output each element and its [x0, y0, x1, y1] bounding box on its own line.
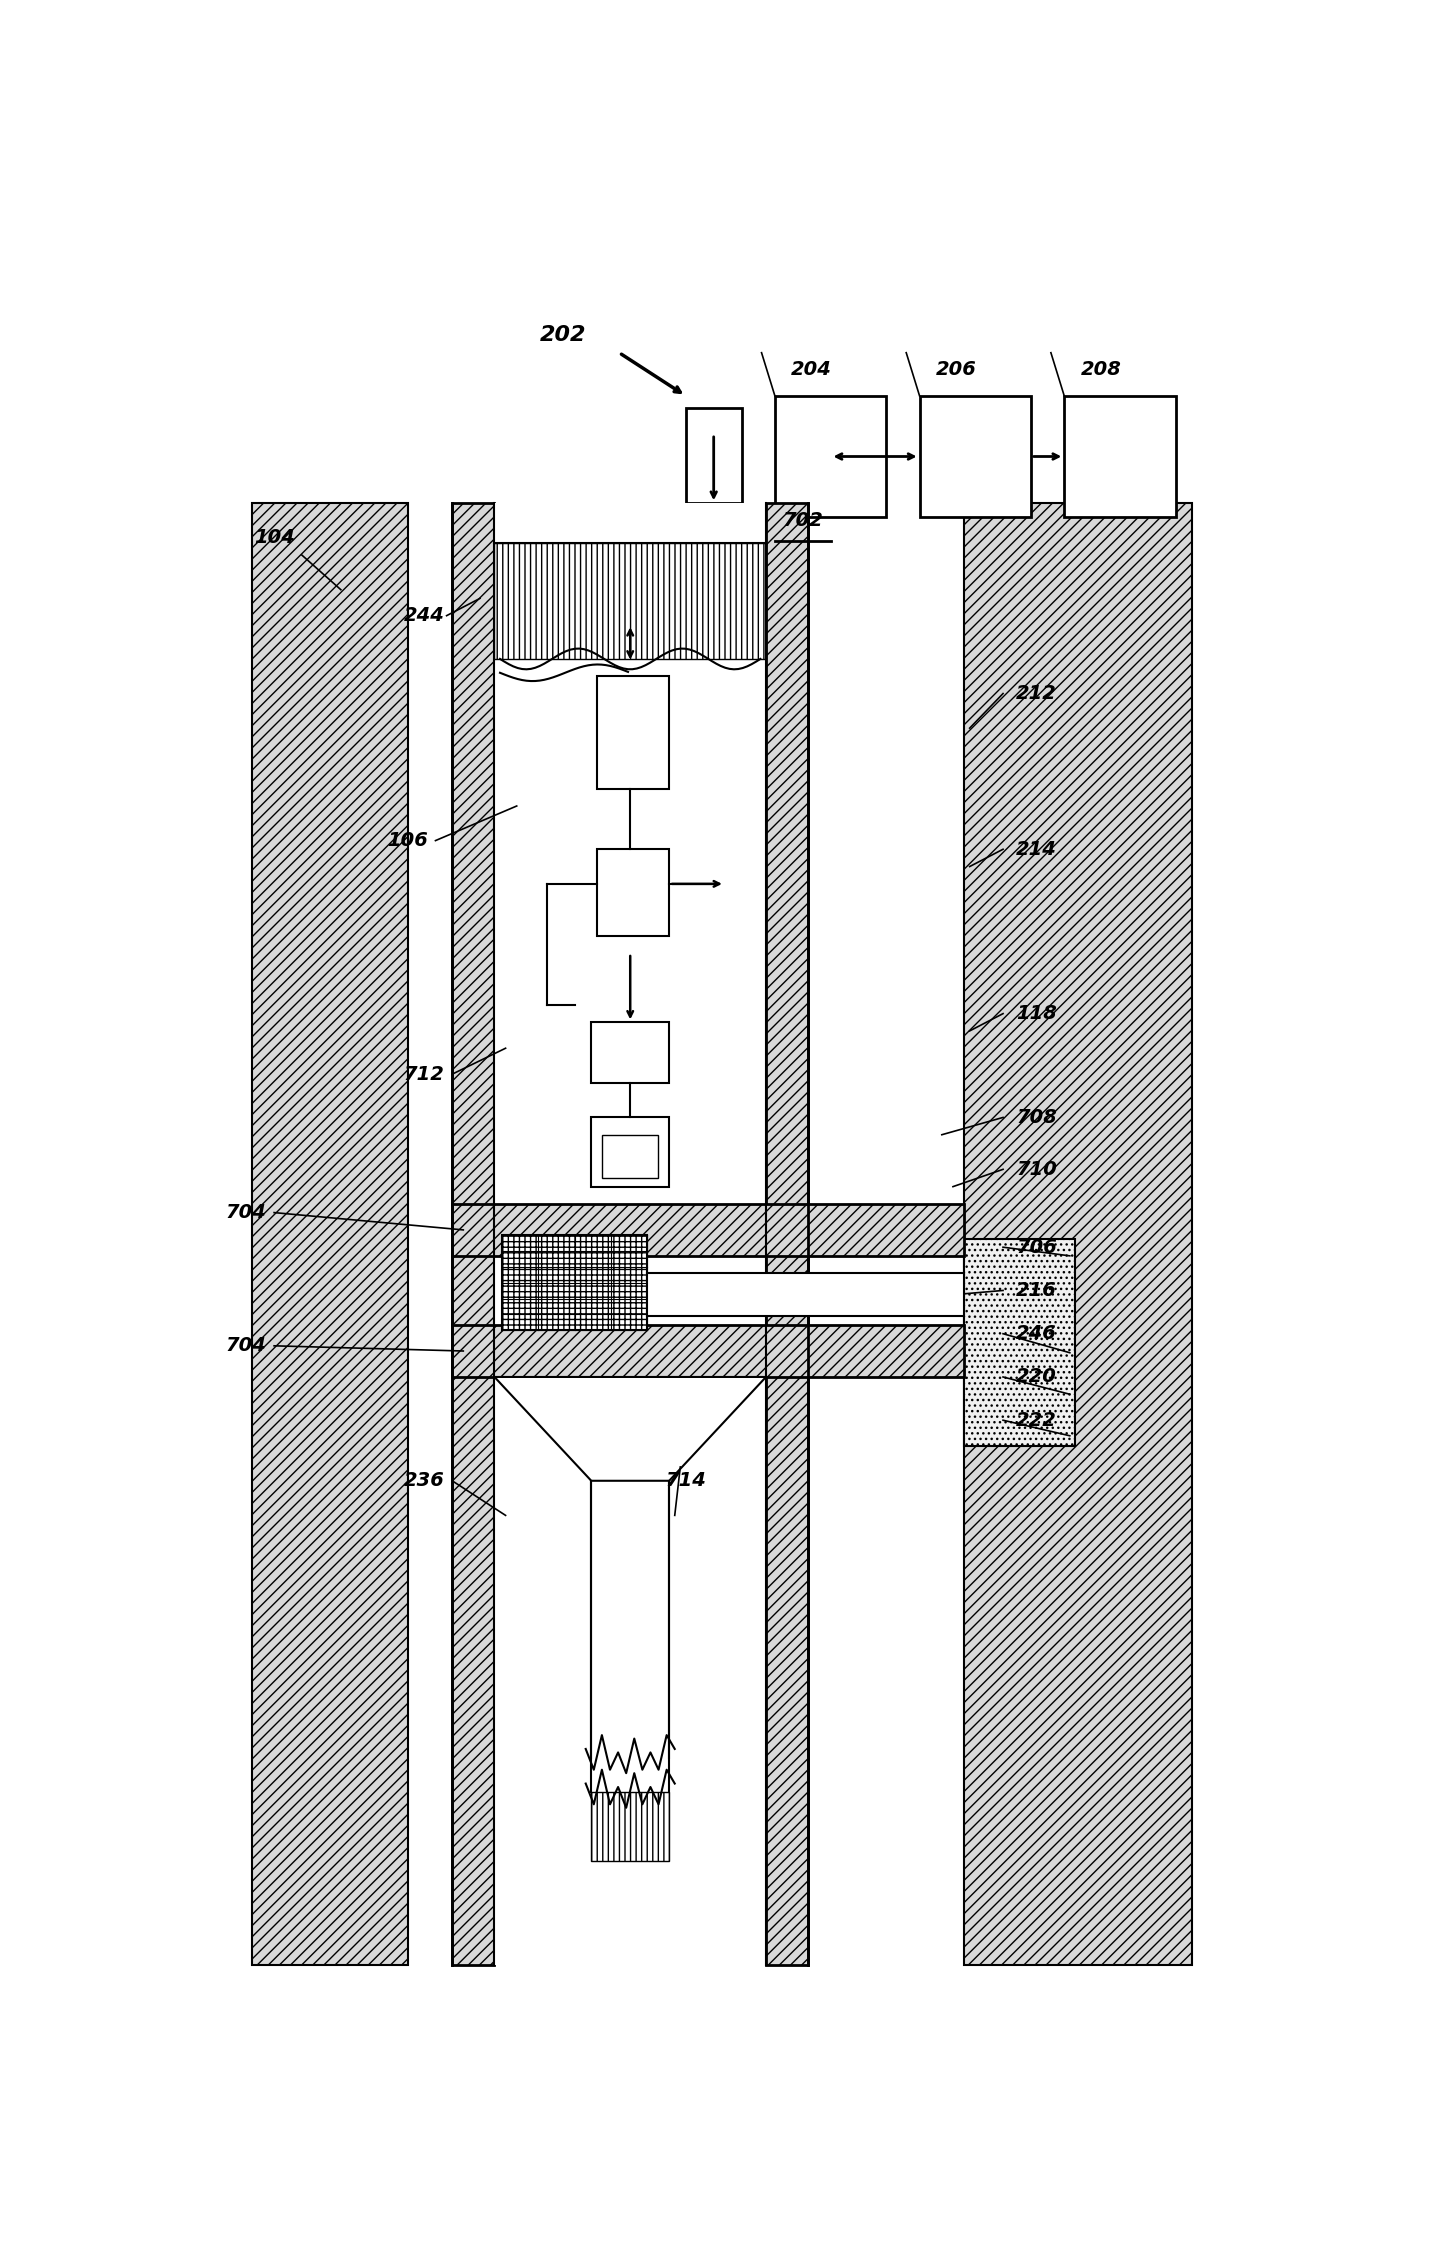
Text: 704: 704 [225, 1202, 267, 1222]
Text: 244: 244 [404, 607, 445, 625]
Bar [775, 395, 886, 517]
Bar [452, 1326, 964, 1377]
Bar [1064, 395, 1176, 517]
Text: 216: 216 [1017, 1281, 1057, 1301]
Bar [452, 1204, 964, 1256]
Text: 208: 208 [1080, 360, 1122, 380]
Text: 704: 704 [225, 1337, 267, 1355]
Text: 204: 204 [791, 360, 831, 380]
Text: 212: 212 [1017, 683, 1057, 703]
Bar [251, 503, 408, 1966]
Text: 214: 214 [1017, 840, 1057, 858]
Text: 710: 710 [1017, 1159, 1057, 1180]
Text: 104: 104 [254, 528, 294, 548]
Text: 222: 222 [1017, 1411, 1057, 1429]
Bar [592, 1022, 669, 1083]
Text: 206: 206 [936, 360, 976, 380]
Bar [919, 395, 1031, 517]
Bar [494, 544, 765, 658]
Bar [592, 1793, 669, 1861]
Bar [597, 676, 669, 789]
Bar [503, 1236, 646, 1330]
Bar [452, 503, 494, 1966]
Text: 712: 712 [404, 1065, 445, 1083]
Bar [603, 1135, 658, 1177]
Text: 220: 220 [1017, 1368, 1057, 1386]
Text: 236: 236 [404, 1472, 445, 1490]
Bar [646, 1274, 964, 1317]
Bar [964, 503, 1192, 1966]
Text: 246: 246 [1017, 1323, 1057, 1344]
Text: 714: 714 [665, 1472, 707, 1490]
Bar [964, 1238, 1076, 1447]
Bar [765, 503, 808, 1966]
Polygon shape [494, 1377, 765, 1481]
Text: 202: 202 [540, 326, 587, 346]
Text: 106: 106 [388, 831, 428, 849]
Text: 118: 118 [1017, 1004, 1057, 1022]
Bar [592, 1117, 669, 1186]
Bar [494, 503, 765, 1966]
Text: 706: 706 [1017, 1238, 1057, 1256]
Bar [686, 409, 741, 503]
Bar [597, 849, 669, 935]
Text: 702: 702 [783, 510, 823, 530]
Text: 708: 708 [1017, 1108, 1057, 1128]
